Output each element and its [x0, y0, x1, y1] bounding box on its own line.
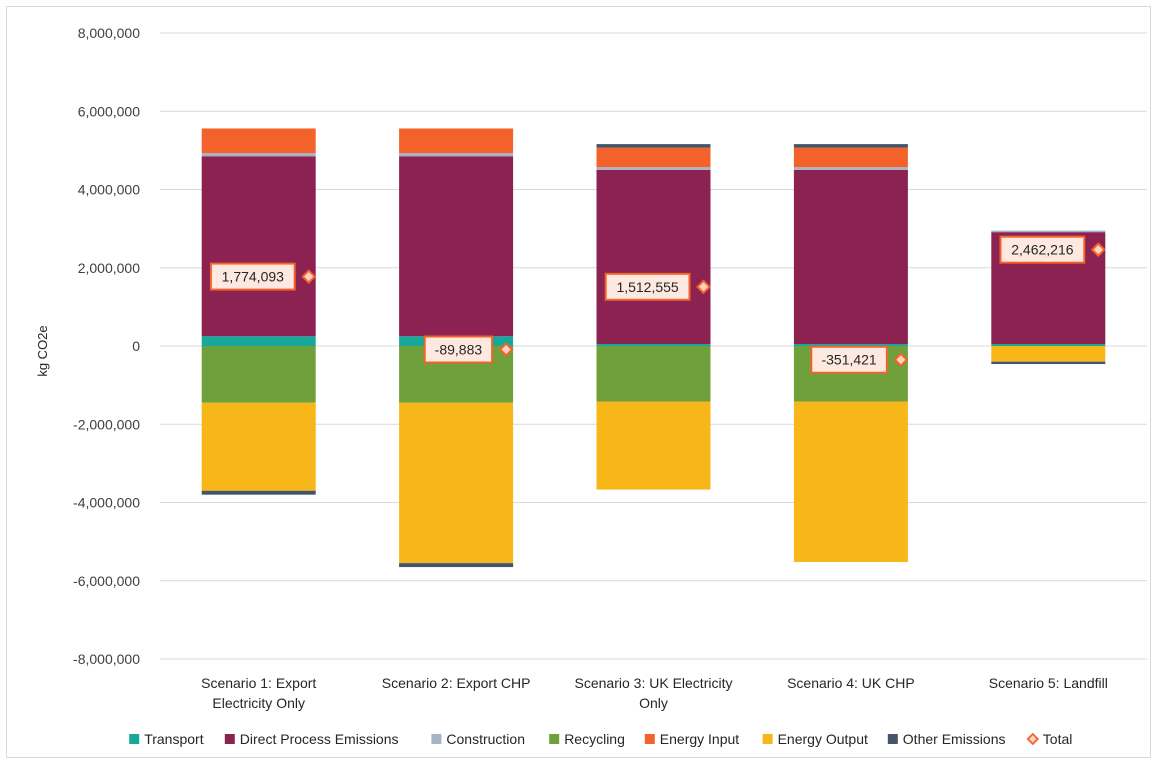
bar-segment-construction [201, 153, 316, 157]
legend-entry: Transport [144, 731, 204, 747]
legend-swatch [224, 734, 235, 744]
total-data-label: -89,883 [435, 342, 483, 358]
legend-swatch [762, 734, 773, 744]
legend-entry: Energy Input [660, 731, 739, 747]
bar-segment-construction [596, 167, 711, 170]
bar-segment-energy-input [201, 128, 316, 154]
total-data-label: 1,774,093 [222, 269, 284, 285]
y-axis-ticks: 8,000,000 6,000,000 4,000,000 2,000,000 0 -2,… [73, 25, 140, 667]
legend-swatch [129, 734, 140, 744]
legend-entry: Energy Output [778, 731, 868, 747]
total-label-box [604, 272, 691, 301]
total-label-box [209, 262, 296, 291]
total-data-label: -351,421 [821, 352, 876, 368]
bar-segment-construction [991, 230, 1106, 233]
legend-swatch [887, 734, 898, 744]
bar-segment-energy-output [596, 401, 711, 490]
legend-entry: Construction [446, 731, 525, 747]
total-marker [1090, 242, 1106, 258]
y-tick-label: -4,000,000 [73, 495, 140, 511]
bar-segment-construction [399, 153, 514, 157]
bar-segment-transport [991, 344, 1106, 346]
bar-segment-energy-output [793, 401, 908, 562]
y-tick-label: 8,000,000 [78, 25, 140, 41]
bar-segment-other-emissions [991, 361, 1106, 364]
total-marker [301, 269, 317, 285]
total-label-box [810, 345, 888, 374]
bar-segment-other-emissions [201, 490, 316, 495]
legend-entry: Other Emissions [903, 731, 1006, 747]
category-label: Scenario 1: Export [201, 675, 316, 691]
legend-swatch [549, 734, 560, 744]
bar-layer [201, 128, 1106, 568]
bar-segment-energy-input [793, 147, 908, 168]
y-tick-label: 6,000,000 [78, 103, 140, 119]
total-data-label: 1,512,555 [616, 279, 678, 295]
legend-swatch [431, 734, 442, 744]
legend-swatch [1026, 732, 1040, 746]
bar-segment-direct-process-emissions [596, 169, 711, 345]
bar-segment-energy-output [201, 402, 316, 491]
bar-segment-energy-output [399, 402, 514, 564]
y-tick-label: 0 [132, 338, 140, 354]
total-marker [498, 342, 514, 357]
legend-entry: Recycling [564, 731, 625, 747]
y-tick-label: 4,000,000 [78, 182, 140, 198]
category-labels: Scenario 1: Export Electricity Only Scenar… [201, 675, 1108, 711]
bar-segment-direct-process-emissions [399, 156, 514, 337]
category-label: Scenario 5: Landfill [989, 675, 1108, 691]
y-axis-title: kg CO2e [35, 325, 50, 376]
total-marker [893, 352, 909, 368]
y-tick-label: 2,000,000 [78, 260, 140, 276]
y-tick-label: -6,000,000 [73, 573, 140, 589]
bar-segment-other-emissions [596, 144, 711, 148]
bar-segment-energy-input [399, 128, 514, 154]
category-label: Scenario 2: Export CHP [382, 675, 531, 691]
bar-segment-recycling [201, 346, 316, 403]
category-label: Electricity Only [212, 695, 305, 711]
category-label: Scenario 4: UK CHP [787, 675, 915, 691]
bar-segment-energy-output [991, 346, 1106, 362]
bar-segment-construction [793, 167, 908, 170]
total-layer: 1,774,093 -89,883 1,512,555 -351,421 2,462,2… [209, 235, 1106, 374]
category-label: Scenario 3: UK Electricity [575, 675, 733, 691]
total-marker [696, 279, 711, 295]
legend-entry: Total [1043, 731, 1073, 747]
bar-segment-transport [793, 344, 908, 346]
total-data-label: 2,462,216 [1011, 242, 1073, 258]
bar-segment-transport [201, 336, 316, 346]
total-label-box [999, 235, 1086, 264]
legend-entry: Direct Process Emissions [240, 731, 399, 747]
y-tick-label: -2,000,000 [73, 416, 140, 432]
legend-swatch [644, 734, 655, 744]
chart-svg: 8,000,000 6,000,000 4,000,000 2,000,000 0 -2,… [35, 25, 1147, 747]
total-label-box [423, 335, 494, 364]
y-tick-label: -8,000,000 [73, 651, 140, 667]
bar-segment-direct-process-emissions [793, 169, 908, 345]
category-label: Only [639, 695, 668, 711]
chart-frame: 8,000,000 6,000,000 4,000,000 2,000,000 0 -2,… [6, 6, 1151, 758]
bar-segment-recycling [596, 346, 711, 402]
legend: Transport Direct Process Emissions Constru… [129, 731, 1072, 747]
bar-segment-transport [596, 344, 711, 346]
bar-segment-other-emissions [399, 563, 514, 568]
bar-segment-other-emissions [793, 144, 908, 148]
bar-segment-energy-input [596, 147, 711, 168]
bar-segment-direct-process-emissions [201, 156, 316, 337]
